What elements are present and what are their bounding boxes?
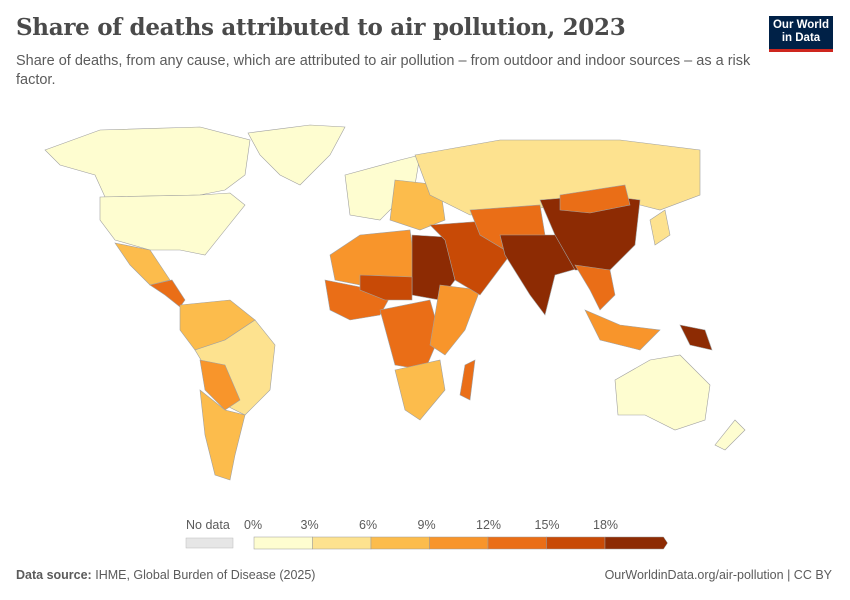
legend-no-data-label: No data xyxy=(186,518,230,532)
legend xyxy=(185,536,668,550)
legend-tick-label: 3% xyxy=(300,518,319,532)
map-region-sahel[interactable] xyxy=(359,274,413,301)
legend-bin-0 xyxy=(253,536,313,550)
map-region-central-africa[interactable] xyxy=(379,299,441,371)
world-map xyxy=(44,124,746,481)
map-region-japan[interactable] xyxy=(649,209,671,246)
owid-logo[interactable]: Our World in Data xyxy=(769,16,833,52)
legend-tick-label: 18% xyxy=(593,518,619,532)
legend-bin-2 xyxy=(370,536,430,550)
map-region-indonesia[interactable] xyxy=(584,309,661,351)
legend-tick-label: 6% xyxy=(359,518,378,532)
footer-source: Data source: IHME, Global Burden of Dise… xyxy=(16,568,315,582)
legend-bin-1 xyxy=(312,536,372,550)
map-region-mongolia[interactable] xyxy=(559,184,631,214)
map-region-mexico[interactable] xyxy=(114,242,171,286)
legend-bin-5 xyxy=(546,536,606,550)
map-region-russia[interactable] xyxy=(414,139,701,216)
url-link[interactable]: OurWorldinData.org/air-pollution xyxy=(604,568,784,582)
license[interactable]: CC BY xyxy=(793,568,832,582)
legend-no-data-swatch xyxy=(185,537,234,549)
legend-tick-label: 0% xyxy=(244,518,263,532)
legend-tick-label: 15% xyxy=(534,518,560,532)
source-text: IHME, Global Burden of Disease (2025) xyxy=(95,568,316,582)
map-region-southern-africa[interactable] xyxy=(394,359,446,421)
legend-bin-6 xyxy=(604,536,668,550)
map-region-greenland[interactable] xyxy=(247,124,346,186)
map-region-papua-new-guinea[interactable] xyxy=(679,324,713,351)
map-region-madagascar[interactable] xyxy=(459,359,476,401)
legend-bin-3 xyxy=(429,536,489,550)
legend-tick-label: 9% xyxy=(417,518,436,532)
map-region-bolivia-paraguay[interactable] xyxy=(199,359,241,411)
chart-subtitle: Share of deaths, from any cause, which a… xyxy=(16,53,751,88)
source-label: Data source: xyxy=(16,568,92,582)
legend-tick-label: 12% xyxy=(476,518,502,532)
map-region-united-states[interactable] xyxy=(99,192,246,256)
map-region-central-america[interactable] xyxy=(149,279,186,308)
map-region-canada[interactable] xyxy=(44,126,251,198)
footer-link: OurWorldinData.org/air-pollution | CC BY xyxy=(604,568,832,582)
map-region-argentina-chile[interactable] xyxy=(199,389,246,481)
map-region-australia[interactable] xyxy=(614,354,711,431)
map-region-new-zealand[interactable] xyxy=(714,419,746,451)
map-region-southeast-asia[interactable] xyxy=(574,264,616,311)
legend-bin-4 xyxy=(487,536,547,550)
chart-title: Share of deaths attributed to air pollut… xyxy=(16,14,626,41)
